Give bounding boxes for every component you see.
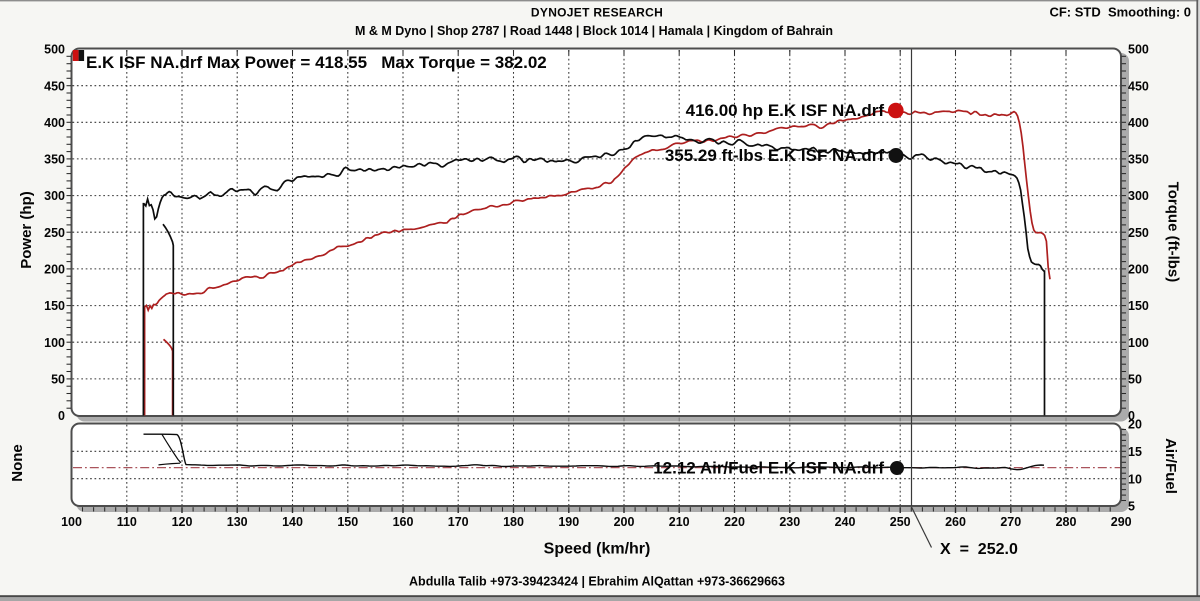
- svg-text:150: 150: [44, 299, 65, 313]
- svg-text:None: None: [9, 444, 26, 482]
- svg-text:110: 110: [117, 515, 137, 529]
- svg-text:100: 100: [1128, 336, 1149, 350]
- svg-text:120: 120: [172, 515, 193, 529]
- svg-text:416.00 hp E.K ISF NA.drf: 416.00 hp E.K ISF NA.drf: [686, 101, 885, 120]
- svg-text:220: 220: [724, 515, 745, 529]
- svg-text:400: 400: [1128, 116, 1149, 130]
- svg-text:Abdulla Talib +973-39423424 |: Abdulla Talib +973-39423424 | Ebrahim Al…: [409, 575, 785, 589]
- svg-text:Air/Fuel: Air/Fuel: [1162, 438, 1179, 494]
- svg-text:350: 350: [44, 153, 65, 167]
- svg-text:250: 250: [890, 515, 911, 529]
- svg-text:230: 230: [779, 515, 800, 529]
- svg-text:350: 350: [1128, 153, 1149, 167]
- svg-text:150: 150: [337, 515, 358, 529]
- svg-text:500: 500: [44, 43, 65, 57]
- svg-text:200: 200: [44, 263, 65, 277]
- svg-text:50: 50: [51, 373, 65, 387]
- svg-text:300: 300: [44, 189, 65, 203]
- svg-text:355.29 ft-lbs E.K ISF NA.drf: 355.29 ft-lbs E.K ISF NA.drf: [665, 146, 884, 165]
- svg-text:150: 150: [1128, 299, 1149, 313]
- svg-text:500: 500: [1128, 43, 1149, 57]
- svg-text:240: 240: [835, 515, 856, 529]
- svg-text:CF: STD Smoothing: 0: CF: STD Smoothing: 0: [1049, 5, 1191, 20]
- svg-text:250: 250: [44, 226, 65, 240]
- svg-text:DYNOJET RESEARCH: DYNOJET RESEARCH: [531, 6, 663, 20]
- svg-text:210: 210: [669, 515, 690, 529]
- svg-text:Torque (ft-lbs): Torque (ft-lbs): [1165, 182, 1182, 283]
- svg-text:140: 140: [282, 515, 303, 529]
- svg-text:170: 170: [448, 515, 469, 529]
- svg-text:270: 270: [1000, 515, 1021, 529]
- svg-text:450: 450: [1128, 79, 1149, 93]
- svg-text:280: 280: [1056, 515, 1077, 529]
- svg-text:20: 20: [1128, 418, 1142, 432]
- svg-text:200: 200: [1128, 263, 1149, 277]
- svg-text:0: 0: [58, 409, 65, 423]
- svg-text:200: 200: [614, 515, 635, 529]
- svg-text:180: 180: [503, 515, 524, 529]
- svg-text:50: 50: [1128, 373, 1142, 387]
- svg-text:100: 100: [61, 515, 82, 529]
- svg-text:X = 252.0: X = 252.0: [940, 541, 1018, 558]
- svg-text:160: 160: [393, 515, 414, 529]
- svg-text:M & M Dyno | Shop 2787 | Road: M & M Dyno | Shop 2787 | Road 1448 | Blo…: [355, 24, 833, 38]
- svg-text:10: 10: [1128, 472, 1142, 486]
- svg-text:450: 450: [44, 79, 65, 93]
- svg-text:400: 400: [44, 116, 65, 130]
- svg-text:0: 0: [1128, 409, 1135, 423]
- svg-text:290: 290: [1111, 515, 1132, 529]
- svg-text:260: 260: [945, 515, 966, 529]
- svg-text:Power (hp): Power (hp): [18, 191, 35, 269]
- svg-text:300: 300: [1128, 189, 1149, 203]
- svg-text:15: 15: [1128, 445, 1142, 459]
- svg-text:190: 190: [558, 515, 579, 529]
- svg-text:12.12 Air/Fuel E.K ISF NA.drf: 12.12 Air/Fuel E.K ISF NA.drf: [653, 459, 884, 478]
- svg-text:100: 100: [44, 336, 65, 350]
- svg-text:Speed (km/hr): Speed (km/hr): [544, 541, 651, 558]
- svg-text:5: 5: [1128, 500, 1135, 514]
- svg-text:E.K ISF NA.drf Max Power = 418: E.K ISF NA.drf Max Power = 418.55 Max To…: [86, 53, 547, 72]
- svg-text:130: 130: [227, 515, 248, 529]
- svg-text:250: 250: [1128, 226, 1149, 240]
